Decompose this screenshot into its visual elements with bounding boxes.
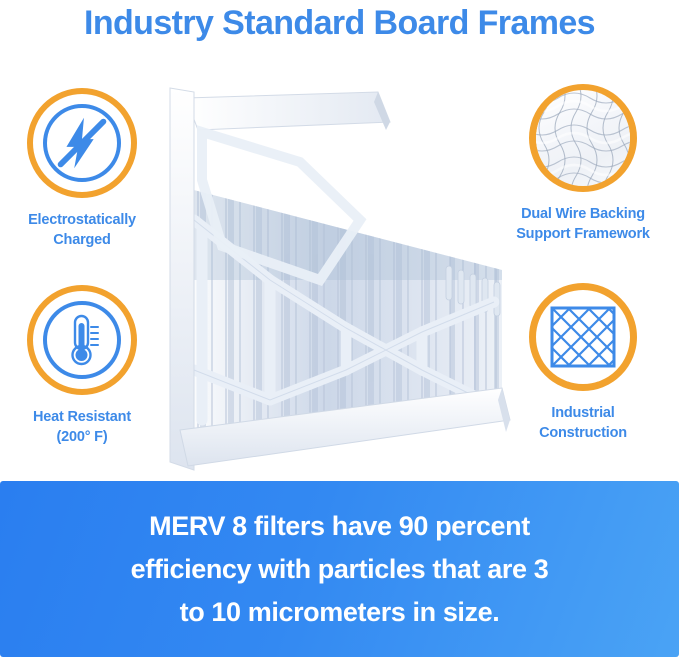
thermometer-icon [71,314,99,366]
merv-claim-banner: MERV 8 filters have 90 percent efficienc… [0,481,679,657]
product-image-pleated-filter [150,70,520,480]
feature-ring-orange [27,88,137,198]
feature-caption: Electrostatically Charged [0,210,172,250]
feature-ring-orange [529,283,637,391]
feature-ring-inner-blue [43,104,121,182]
feature-caption-line1: Industrial [551,405,615,421]
feature-caption: Dual Wire Backing Support Framework [493,204,673,244]
filter-illustration [169,87,511,471]
feature-caption-line2: Charged [53,232,111,248]
feature-caption-line1: Electrostatically [28,212,136,228]
feature-caption-line1: Heat Resistant [33,409,131,425]
feature-caption: Heat Resistant (200° F) [0,407,172,447]
feature-caption-line2: Support Framework [516,226,650,242]
feature-ring-inner-blue [43,301,121,379]
lightning-bolt-no-static-icon [57,117,107,169]
feature-heat-resistant: Heat Resistant (200° F) [0,285,172,447]
filter-left-rail [169,87,195,471]
wire-mesh-photo-icon [536,90,630,186]
banner-line-2: efficiency with particles that are 3 [130,553,549,584]
feature-caption: Industrial Construction [493,403,673,443]
page-title: Industry Standard Board Frames [83,4,596,42]
feature-industrial-construction: Industrial Construction [493,283,673,443]
feature-caption-line1: Dual Wire Backing [521,206,645,222]
banner-line-1: MERV 8 filters have 90 percent [149,510,530,541]
lattice-grid-icon [550,306,616,368]
feature-caption-line2: Construction [539,425,627,441]
banner-text: MERV 8 filters have 90 percent efficienc… [20,505,660,634]
feature-ring-orange [529,84,637,192]
banner-line-3: to 10 micrometers in size. [179,596,500,627]
feature-dual-wire-backing: Dual Wire Backing Support Framework [493,84,673,244]
feature-ring-orange [27,285,137,395]
feature-caption-line2: (200° F) [56,429,108,445]
feature-electrostatically-charged: Electrostatically Charged [0,88,172,250]
filter-top-bar [185,91,391,131]
